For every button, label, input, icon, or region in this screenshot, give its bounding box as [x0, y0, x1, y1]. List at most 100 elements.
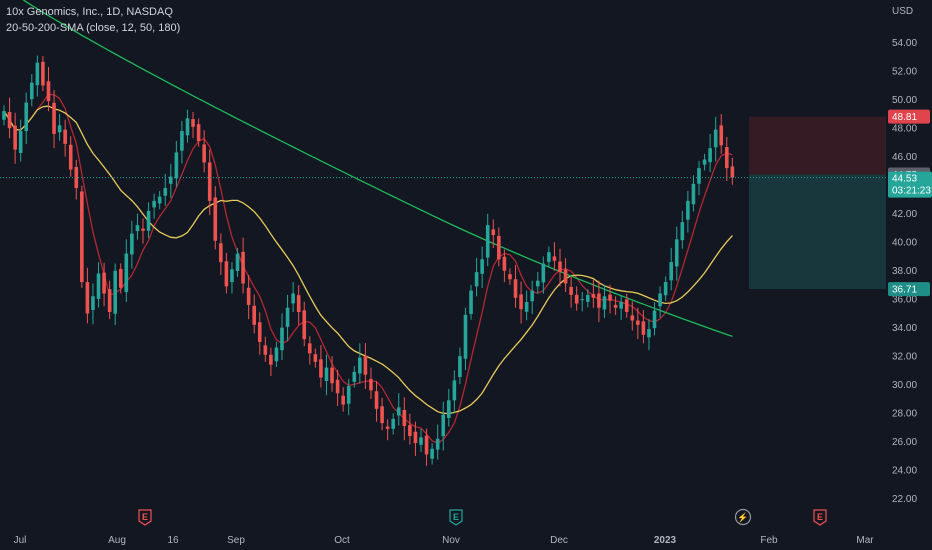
candle — [80, 185, 84, 288]
candle — [296, 285, 301, 325]
candle-body — [402, 410, 407, 426]
price-badge-text: 36.71 — [892, 285, 917, 296]
candle-body — [146, 210, 151, 231]
candle — [224, 252, 229, 294]
earnings-icon[interactable]: E — [813, 509, 827, 526]
candle-body — [18, 131, 23, 154]
price-axis[interactable]: USD54.0052.0050.0048.0046.0044.0042.0040… — [892, 6, 917, 505]
candle-body — [513, 279, 518, 298]
candle-body — [13, 125, 17, 150]
position-tool[interactable] — [749, 116, 886, 290]
candle-body — [608, 294, 612, 301]
candle-body — [586, 294, 590, 302]
candle — [424, 428, 429, 466]
candle-body — [157, 196, 162, 204]
candle — [319, 345, 323, 388]
candle-body — [96, 273, 101, 299]
candle — [24, 92, 29, 144]
time-tick-label: Sep — [227, 535, 245, 546]
candle — [491, 219, 496, 248]
candle — [118, 263, 123, 294]
candle-body — [358, 357, 362, 374]
candle-body — [85, 282, 90, 314]
candle-body — [725, 147, 729, 169]
candle — [68, 136, 73, 177]
candle-body — [213, 197, 218, 241]
candle-body — [697, 168, 701, 184]
currency-label: USD — [892, 6, 913, 17]
candle — [157, 190, 162, 210]
candle-body — [224, 261, 229, 287]
candle-body — [663, 282, 668, 296]
price-tick-label: 40.00 — [892, 238, 917, 249]
candle-body — [346, 386, 351, 404]
candle-body — [447, 400, 451, 418]
dividend-split-icon[interactable]: ⚡ — [734, 508, 752, 526]
chart-legend: 10x Genomics, Inc., 1D, NASDAQ 20-50-200… — [6, 4, 180, 36]
candle — [391, 413, 395, 435]
candle-body — [441, 414, 446, 437]
candle — [485, 213, 490, 267]
candle-body — [435, 438, 440, 450]
candle-body — [674, 239, 679, 267]
candle — [230, 262, 234, 294]
dividend-icon-circle — [734, 508, 752, 526]
candle-body — [624, 299, 629, 312]
earnings-icon-shape — [813, 509, 827, 526]
candle-body — [2, 111, 6, 120]
candle — [57, 113, 62, 141]
price-tick-label: 28.00 — [892, 409, 917, 420]
candle-body — [80, 191, 84, 283]
candle — [435, 424, 440, 460]
symbol-title[interactable]: 10x Genomics, Inc., 1D, NASDAQ — [6, 6, 173, 18]
candle-body — [380, 406, 384, 424]
candle — [380, 397, 384, 431]
candle — [602, 284, 607, 318]
event-markers[interactable]: E E ⚡ E — [138, 508, 827, 526]
candle-body — [602, 296, 607, 310]
candle-body — [669, 262, 673, 281]
candle-body — [591, 294, 596, 298]
candle-body — [385, 426, 390, 429]
candle-body — [163, 188, 168, 196]
price-tick-label: 38.00 — [892, 266, 917, 277]
candle-body — [619, 302, 623, 309]
candle — [219, 233, 223, 275]
price-tick-label: 34.00 — [892, 323, 917, 334]
candle — [30, 74, 34, 107]
candle — [252, 294, 256, 334]
earnings-icon[interactable]: E — [138, 509, 152, 526]
earnings-icon-shape — [138, 509, 152, 526]
price-tick-label: 42.00 — [892, 209, 917, 220]
candle-body — [569, 286, 573, 295]
indicator-label[interactable]: 20-50-200-SMA (close, 12, 50, 180) — [6, 22, 181, 34]
candle — [458, 347, 462, 385]
candle-body — [285, 307, 290, 327]
candle-body — [335, 379, 340, 394]
candle — [580, 292, 585, 312]
candle — [480, 246, 484, 289]
candle-body — [408, 425, 412, 436]
candle-body — [124, 253, 129, 293]
candle-body — [369, 378, 373, 391]
candle — [419, 428, 423, 452]
candle — [541, 256, 546, 294]
earnings-icon[interactable]: E — [449, 509, 463, 526]
candle-body — [241, 251, 245, 284]
candle-body — [341, 395, 345, 405]
candle-body — [686, 200, 690, 220]
price-tick-label: 46.00 — [892, 152, 917, 163]
price-tick-label: 54.00 — [892, 38, 917, 49]
candle — [652, 302, 657, 336]
candle — [246, 274, 251, 320]
candle — [102, 262, 106, 307]
price-tick-label: 52.00 — [892, 67, 917, 78]
time-tick-label: Dec — [550, 535, 568, 546]
countdown-text: 03:21:23 — [892, 186, 931, 197]
time-axis[interactable]: Jul Aug 16 Sep Oct Nov Dec 2023 Feb Mar — [14, 535, 875, 546]
candle — [13, 112, 17, 164]
price-badge-text: 48.81 — [892, 112, 917, 123]
candle-body — [180, 131, 184, 151]
candle — [663, 276, 668, 301]
